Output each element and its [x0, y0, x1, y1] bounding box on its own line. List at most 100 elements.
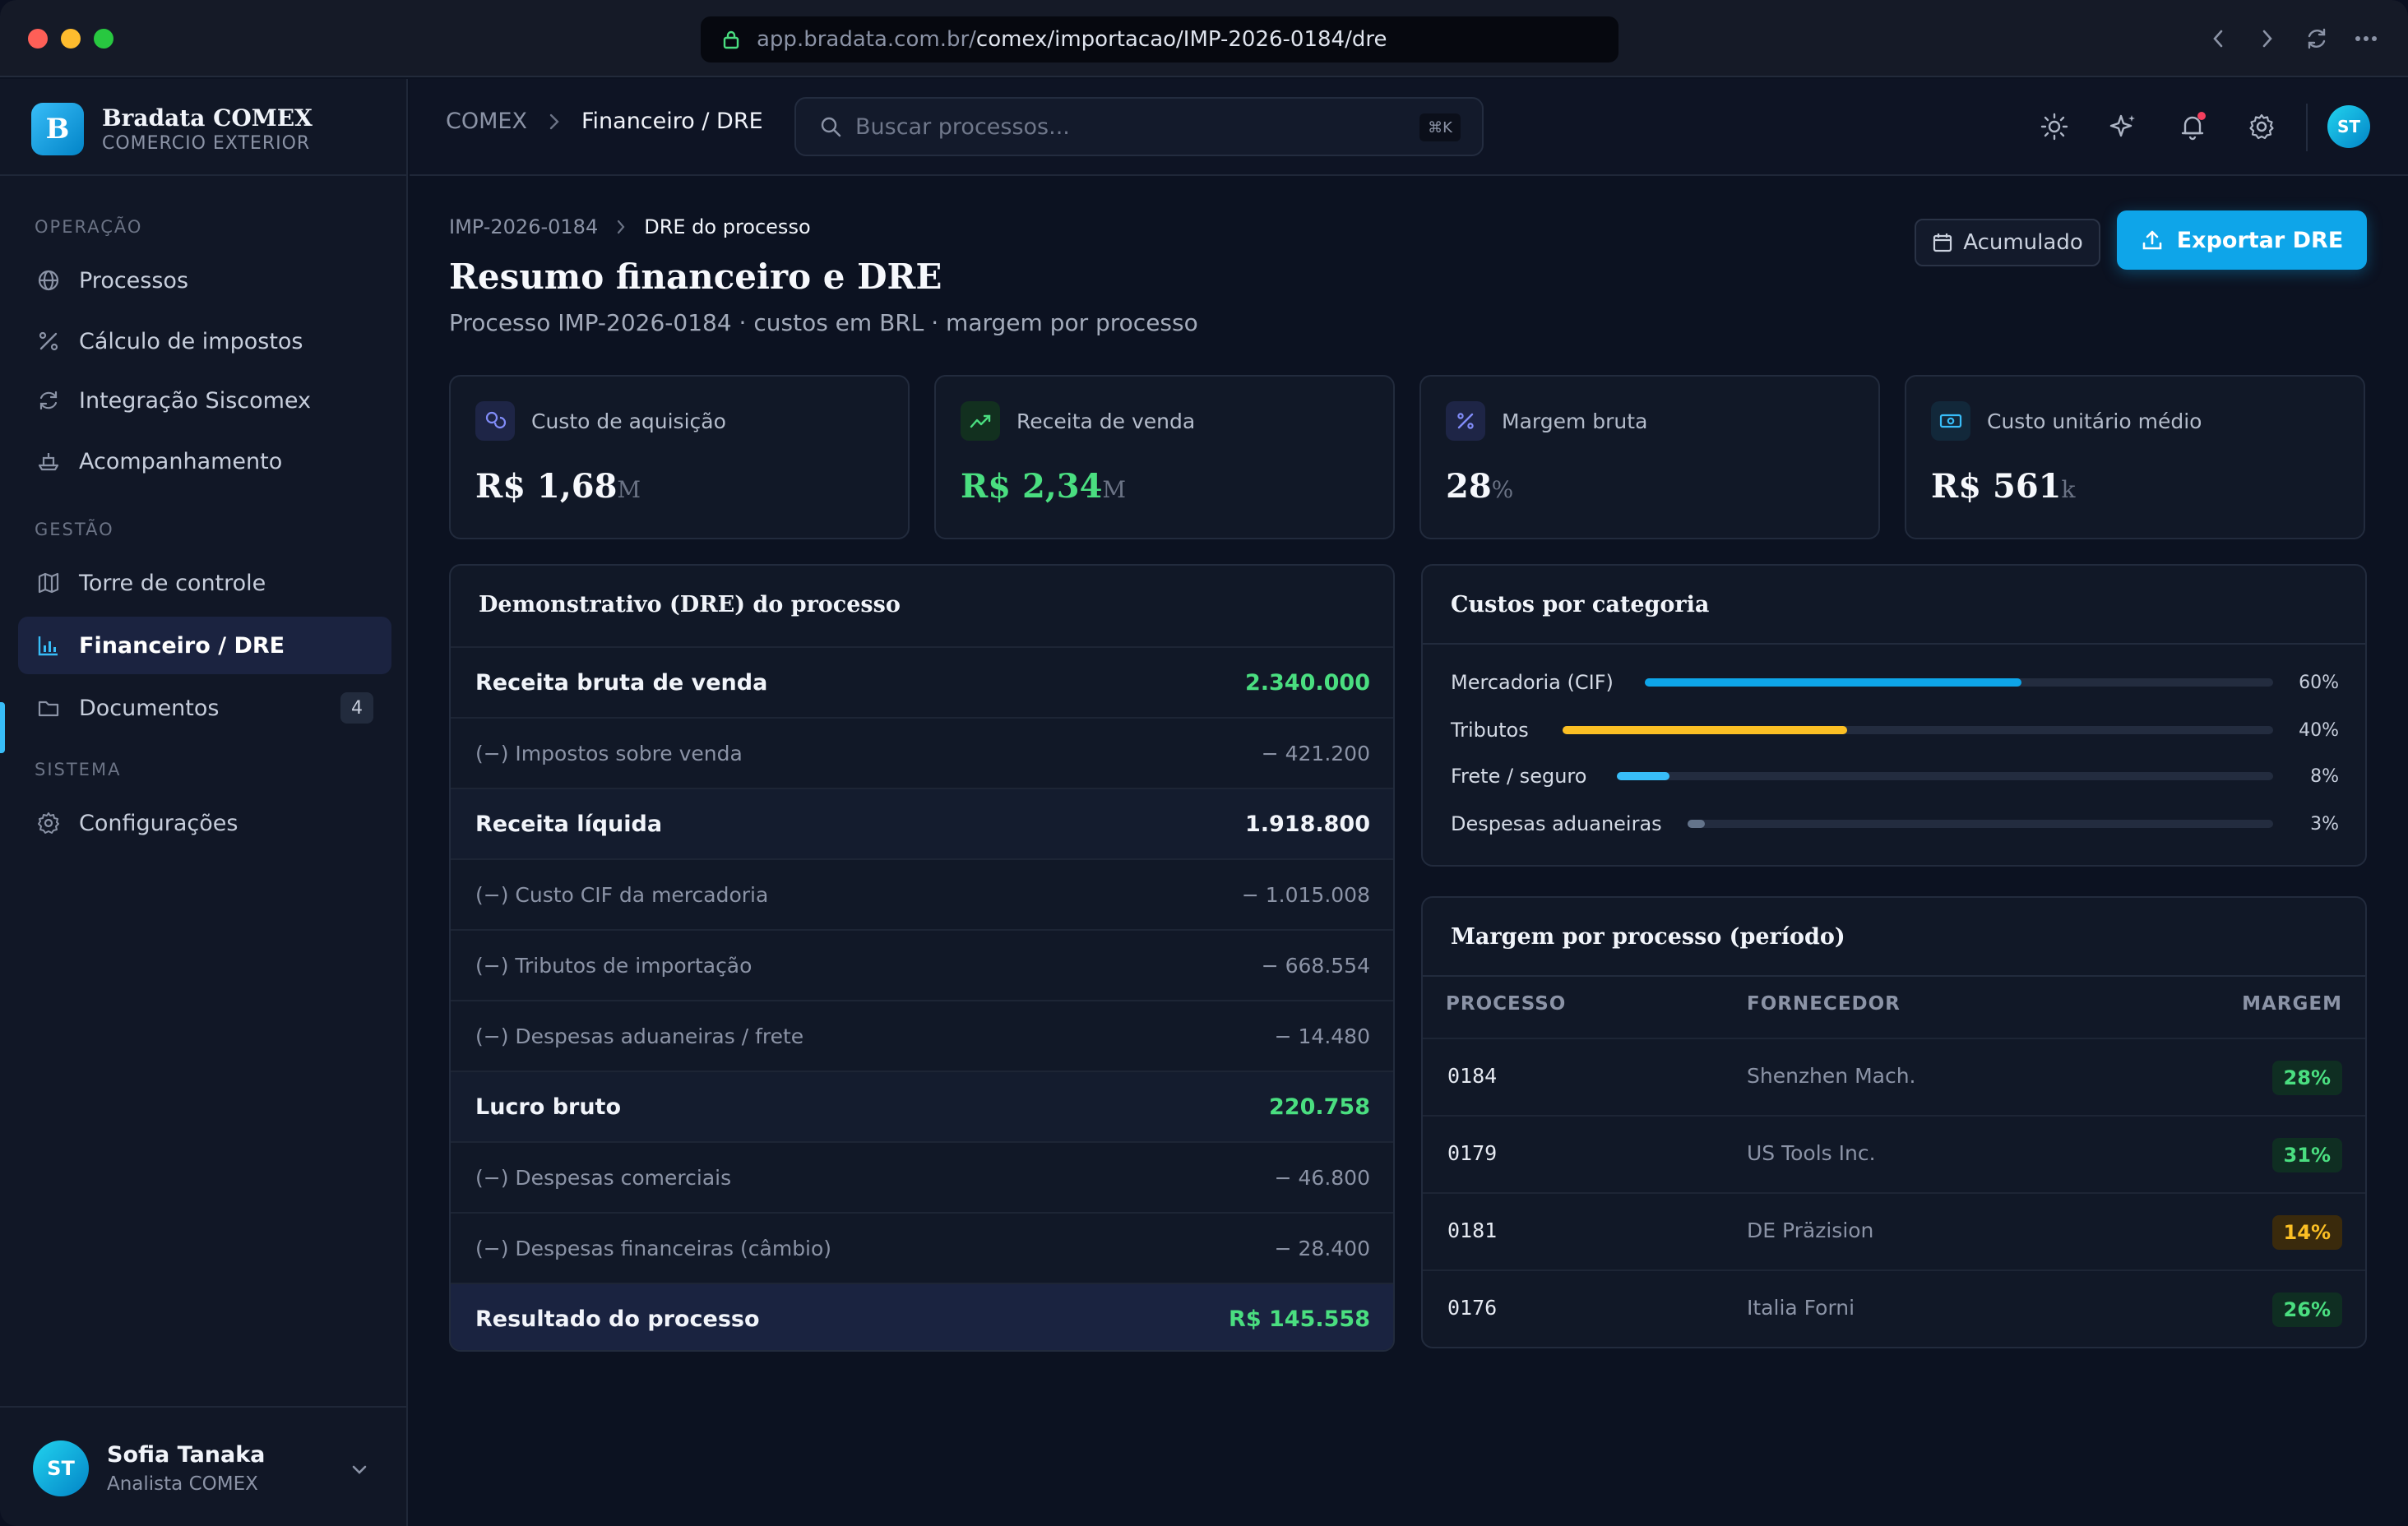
cost-category-percent: 60%	[2299, 672, 2339, 693]
sidebar: B Bradata COMEX COMERCIO EXTERIOR OPERAÇ…	[0, 79, 408, 1526]
table-row[interactable]: 0181 DE Präzision 14%	[1423, 1192, 2365, 1269]
top-header: COMEX Financeiro / DRE Buscar processos.…	[410, 79, 2408, 176]
kpi-card-receita-venda: Receita de venda R$ 2,34M	[934, 375, 1395, 539]
breadcrumb-item-process[interactable]: IMP-2026-0184	[449, 215, 599, 238]
cost-category-label: Tributos	[1451, 719, 1529, 742]
dre-row: (−) Despesas financeiras (câmbio) − 28.40…	[451, 1212, 1393, 1283]
margin-badge: 14%	[2271, 1215, 2342, 1250]
main-content: IMP-2026-0184 DRE do processo Resumo fin…	[410, 178, 2408, 1526]
table-row[interactable]: 0184 Shenzhen Mach. 28%	[1423, 1038, 2365, 1115]
brand-logo: B	[31, 103, 84, 155]
coins-icon	[475, 401, 515, 441]
breadcrumb-item-current: DRE do processo	[644, 215, 811, 238]
close-window-button[interactable]	[28, 29, 48, 49]
sidebar-item-label: Financeiro / DRE	[79, 632, 285, 659]
cost-bar-fill	[1563, 726, 1847, 734]
sidebar-item-acompanhamento[interactable]: Acompanhamento	[18, 432, 391, 490]
search-icon	[819, 115, 842, 138]
cost-category-percent: 40%	[2299, 719, 2339, 741]
avatar: ST	[33, 1440, 89, 1496]
avatar[interactable]: ST	[2327, 105, 2370, 148]
card-divider	[1423, 975, 2365, 977]
sidebar-item-integracao-siscomex[interactable]: Integração Siscomex	[18, 372, 391, 429]
cost-category-row: Tributos 40%	[1451, 714, 2339, 747]
gear-icon[interactable]	[2245, 110, 2278, 143]
column-header-processo[interactable]: PROCESSO	[1446, 993, 1567, 1015]
chevron-down-icon[interactable]	[345, 1455, 373, 1483]
sidebar-item-label: Cálculo de impostos	[79, 328, 303, 354]
percent-icon	[1446, 401, 1485, 441]
section-label-sistema: SISTEMA	[35, 760, 122, 779]
sidebar-item-processos[interactable]: Processos	[18, 252, 391, 309]
banknote-icon	[1931, 401, 1970, 441]
breadcrumb-item-current: Financeiro / DRE	[581, 109, 763, 134]
dre-card: Demonstrativo (DRE) do processo Receita …	[449, 564, 1395, 1352]
header-separator	[2306, 104, 2308, 151]
dre-row-label: Receita bruta de venda	[475, 669, 768, 696]
brand[interactable]: B Bradata COMEX COMERCIO EXTERIOR	[31, 100, 313, 158]
cost-category-label: Frete / seguro	[1451, 765, 1587, 788]
column-header-fornecedor[interactable]: FORNECEDOR	[1747, 993, 1901, 1015]
period-button-label: Acumulado	[1963, 230, 2083, 255]
margin-badge: 26%	[2271, 1292, 2342, 1327]
address-bar[interactable]: app.bradata.com.br/comex/importacao/IMP-…	[701, 16, 1618, 62]
sidebar-item-label: Configurações	[79, 810, 238, 836]
kpi-label: Receita de venda	[1016, 409, 1196, 433]
forward-icon[interactable]	[2253, 25, 2281, 53]
dre-row-value: − 668.554	[1261, 953, 1370, 978]
sidebar-item-financeiro-dre[interactable]: Financeiro / DRE	[18, 617, 391, 674]
process-id-cell: 0176	[1447, 1296, 1498, 1320]
kpi-label: Custo unitário médio	[1987, 409, 2202, 433]
period-button[interactable]: Acumulado	[1915, 219, 2100, 266]
dre-row-label: (−) Tributos de importação	[475, 953, 752, 978]
cost-category-percent: 8%	[2310, 765, 2339, 787]
user-profile[interactable]: ST Sofia Tanaka Analista COMEX	[0, 1406, 408, 1526]
kpi-label: Custo de aquisição	[531, 409, 726, 433]
chevron-right-icon	[549, 113, 560, 131]
sidebar-item-label: Documentos	[79, 695, 220, 721]
sidebar-item-label: Acompanhamento	[79, 448, 283, 474]
dre-row: Receita líquida 1.918.800	[451, 788, 1393, 858]
export-button-label: Exportar DRE	[2176, 227, 2344, 253]
kpi-label: Margem bruta	[1502, 409, 1648, 433]
brand-name: Bradata COMEX	[102, 104, 313, 132]
kpi-value: R$ 1,68M	[475, 467, 641, 506]
sidebar-item-documentos[interactable]: Documentos 4	[18, 679, 391, 737]
back-icon[interactable]	[2204, 25, 2232, 53]
ship-icon	[35, 447, 63, 475]
sun-icon[interactable]	[2038, 110, 2071, 143]
sparkles-icon[interactable]	[2107, 110, 2140, 143]
column-header-margem[interactable]: MARGEM	[2242, 993, 2342, 1015]
dre-row-label: Resultado do processo	[475, 1306, 760, 1332]
dre-row-label: Receita líquida	[475, 811, 663, 837]
calendar-icon	[1932, 232, 1953, 253]
breadcrumb: COMEX Financeiro / DRE	[446, 109, 763, 134]
dre-row: Receita bruta de venda 2.340.000	[451, 646, 1393, 717]
maximize-window-button[interactable]	[94, 29, 113, 49]
dre-row-label: (−) Custo CIF da mercadoria	[475, 882, 769, 907]
sidebar-item-torre-de-controle[interactable]: Torre de controle	[18, 554, 391, 612]
sidebar-item-configuracoes[interactable]: Configurações	[18, 794, 391, 852]
more-options-icon[interactable]	[2352, 25, 2380, 53]
export-dre-button[interactable]: Exportar DRE	[2117, 210, 2367, 270]
url-host: app.bradata.com.br/	[757, 27, 976, 52]
percent-icon	[35, 327, 63, 355]
url-path: comex/importacao/IMP-2026-0184/dre	[975, 27, 1387, 52]
table-row[interactable]: 0176 Italia Forni 26%	[1423, 1269, 2365, 1347]
globe-icon	[35, 266, 63, 294]
cost-category-row: Despesas aduaneiras 3%	[1451, 807, 2339, 840]
gear-icon	[35, 809, 63, 837]
breadcrumb-item-comex[interactable]: COMEX	[446, 109, 527, 134]
bell-icon[interactable]	[2176, 110, 2209, 143]
dre-row-value: − 1.015.008	[1241, 882, 1370, 907]
cost-category-label: Despesas aduaneiras	[1451, 812, 1662, 835]
table-row[interactable]: 0179 US Tools Inc. 31%	[1423, 1115, 2365, 1192]
reload-icon[interactable]	[2303, 25, 2331, 53]
cost-category-label: Mercadoria (CIF)	[1451, 671, 1614, 694]
sidebar-item-calculo-impostos[interactable]: Cálculo de impostos	[18, 312, 391, 370]
upload-icon	[2141, 229, 2164, 252]
kpi-card-custo-aquisicao: Custo de aquisição R$ 1,68M	[449, 375, 910, 539]
search-input[interactable]: Buscar processos... ⌘K	[794, 97, 1484, 156]
minimize-window-button[interactable]	[61, 29, 81, 49]
